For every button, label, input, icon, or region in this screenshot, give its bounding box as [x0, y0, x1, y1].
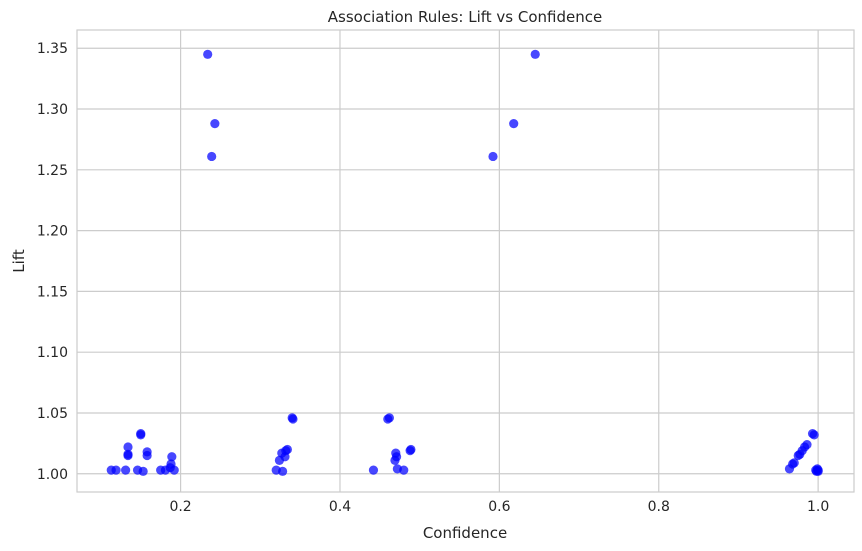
y-tick-label: 1.10 [37, 345, 68, 361]
data-point [278, 466, 288, 476]
data-point [123, 442, 133, 452]
data-point [138, 466, 148, 476]
data-point [368, 465, 379, 475]
y-tick-label: 1.30 [37, 102, 68, 118]
data-point [530, 49, 540, 59]
x-tick-label: 0.2 [169, 499, 191, 515]
x-tick-label: 0.4 [329, 499, 351, 515]
data-point [384, 413, 394, 423]
y-tick-label: 1.35 [37, 41, 68, 57]
y-tick-label: 1.00 [37, 467, 68, 483]
data-point [802, 439, 812, 450]
data-point [399, 465, 409, 475]
data-point [809, 430, 819, 440]
data-point [391, 452, 402, 462]
x-tick-label: 0.6 [488, 499, 510, 515]
x-tick-label: 0.8 [648, 499, 670, 515]
data-point [406, 444, 416, 455]
data-point [169, 465, 179, 475]
data-point [203, 49, 213, 59]
data-point [488, 151, 498, 162]
data-point [111, 465, 121, 475]
y-tick-label: 1.05 [37, 406, 68, 422]
y-tick-labels: 1.00 1.05 1.10 1.15 1.20 1.25 1.30 1.35 [37, 41, 68, 483]
data-point [789, 458, 799, 468]
y-tick-label: 1.15 [37, 284, 68, 300]
data-point [288, 414, 298, 424]
data-point [282, 444, 292, 455]
data-point [123, 450, 133, 461]
y-tick-label: 1.20 [37, 224, 68, 240]
y-tick-label: 1.25 [37, 163, 68, 179]
x-axis-title: Confidence [423, 524, 507, 542]
x-tick-label: 1.0 [807, 499, 829, 515]
data-point [142, 450, 152, 461]
data-point [121, 465, 131, 475]
chart-title: Association Rules: Lift vs Confidence [328, 8, 602, 26]
data-point [136, 430, 146, 440]
plot-area [77, 30, 854, 492]
data-point [207, 151, 217, 162]
plot-frame [76, 29, 855, 493]
grid-lines [77, 30, 854, 492]
y-axis-title: Lift [10, 249, 28, 273]
data-point [813, 466, 823, 476]
data-point [210, 119, 220, 129]
x-tick-labels: 0.2 0.4 0.6 0.8 1.0 [169, 499, 829, 515]
data-point [167, 452, 177, 462]
data-point [509, 119, 519, 129]
data-points [106, 49, 823, 476]
